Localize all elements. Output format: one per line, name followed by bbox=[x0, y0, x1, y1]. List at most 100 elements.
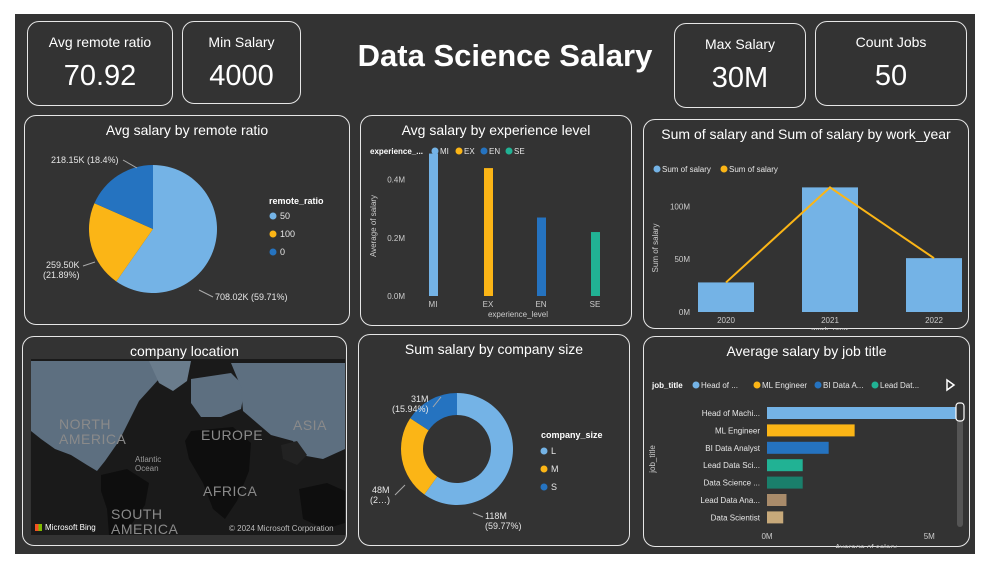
map-label-south-america: SOUTH AMERICA bbox=[111, 506, 179, 536]
legend-label: Head of ... bbox=[701, 381, 738, 390]
kpi-label: Count Jobs bbox=[855, 34, 927, 50]
y-tick-label: Data Scientist bbox=[711, 513, 761, 522]
legend-marker bbox=[269, 212, 277, 220]
legend-label: EX bbox=[464, 147, 475, 156]
donut-slice bbox=[410, 393, 457, 431]
bar bbox=[591, 232, 600, 296]
bar bbox=[767, 424, 855, 437]
y-axis-title: Sum of salary bbox=[651, 224, 660, 273]
leader-line bbox=[122, 159, 138, 169]
job-title-bar-chart[interactable]: job_title Head of ... ML Engineer BI Data A… bbox=[644, 337, 971, 548]
legend-marker bbox=[455, 147, 463, 155]
map-label-ocean: Atlantic Ocean bbox=[135, 455, 162, 473]
map-copyright: © 2024 Microsoft Corporation bbox=[229, 524, 334, 533]
y-tick-label: 0M bbox=[679, 308, 690, 317]
map-canvas[interactable]: NORTH AMERICA EUROPE ASIA AFRICA SOUTH A… bbox=[31, 359, 345, 535]
work-year-combo-card[interactable]: Sum of salary and Sum of salary by work_… bbox=[643, 119, 970, 330]
company-location-map-card[interactable]: company location NORTH AMERICA EUROPE AS… bbox=[22, 336, 347, 546]
experience-level-bar-card[interactable]: Avg salary by experience level experienc… bbox=[360, 115, 632, 326]
kpi-value: 70.92 bbox=[63, 60, 137, 92]
x-axis-title: work_year bbox=[811, 326, 849, 330]
map-label-north-america: NORTH AMERICA bbox=[59, 416, 127, 447]
windows-logo-icon bbox=[35, 524, 42, 531]
chart-title: company location bbox=[130, 343, 239, 359]
bar bbox=[906, 258, 962, 312]
north-america-landmass bbox=[31, 361, 159, 471]
kpi-avg-remote-ratio-card: Avg remote ratio 70.92 bbox=[27, 21, 173, 106]
bar bbox=[767, 494, 787, 506]
data-label: (59.77%) bbox=[485, 521, 522, 531]
legend-label: Sum of salary bbox=[729, 165, 778, 174]
legend-title: job_title bbox=[651, 381, 683, 390]
x-tick-label: 5M bbox=[924, 532, 935, 541]
legend-marker bbox=[540, 483, 548, 491]
kpi-value: 4000 bbox=[209, 60, 274, 92]
series-line bbox=[725, 186, 935, 284]
company-size-donut-card[interactable]: Sum salary by company size 118M (59.77%) 4… bbox=[358, 334, 630, 546]
world-map-shapes bbox=[31, 361, 345, 535]
legend-marker bbox=[540, 447, 548, 455]
data-label: 31M bbox=[411, 394, 429, 404]
experience-level-bar-chart[interactable]: experience_... MI EX EN SE 0.0M 0.2M 0.4M Averag… bbox=[361, 116, 633, 327]
bar bbox=[429, 153, 438, 296]
chart-title: Sum salary by company size bbox=[404, 341, 584, 357]
africa-landmass bbox=[185, 427, 251, 519]
legend-label: Lead Dat... bbox=[880, 381, 919, 390]
legend-title: remote_ratio bbox=[269, 196, 324, 206]
y-axis-title: Average of salary bbox=[369, 195, 378, 257]
bar bbox=[484, 168, 493, 296]
job-title-bar-card[interactable]: Average salary by job title job_title Hea… bbox=[643, 336, 971, 548]
data-label: 259.50K bbox=[46, 260, 80, 270]
bar bbox=[802, 187, 858, 312]
scrollbar-track bbox=[957, 405, 963, 527]
legend-marker bbox=[505, 147, 513, 155]
donut-slice bbox=[424, 393, 513, 505]
asia-landmass bbox=[231, 363, 345, 459]
x-tick-label: EN bbox=[535, 300, 546, 309]
australia-landmass bbox=[299, 483, 345, 529]
pie-slice bbox=[116, 165, 218, 293]
y-tick-label: 100M bbox=[670, 202, 690, 211]
chart-title: Avg salary by experience level bbox=[401, 122, 591, 138]
chart-title: Sum of salary and Sum of salary by work_… bbox=[661, 126, 951, 142]
kpi-count-jobs-card: Count Jobs 50 bbox=[815, 21, 967, 106]
map-label-asia: ASIA bbox=[293, 417, 327, 433]
y-tick-label: Data Science ... bbox=[704, 479, 760, 488]
bar bbox=[767, 476, 803, 489]
data-label: 118M bbox=[485, 511, 507, 521]
bing-label: Microsoft Bing bbox=[45, 523, 96, 532]
legend-label: L bbox=[551, 446, 556, 456]
remote-ratio-pie-card[interactable]: Avg salary by remote ratio 708.02K (59.7… bbox=[24, 115, 350, 325]
bing-logo: Microsoft Bing bbox=[35, 523, 96, 532]
x-axis-title: Average of salary bbox=[835, 543, 897, 548]
kpi-max-salary-card: Max Salary 30M bbox=[674, 23, 806, 108]
legend-marker bbox=[814, 381, 822, 389]
y-tick-label: 0.4M bbox=[387, 176, 405, 185]
kpi-min-salary-card: Min Salary 4000 bbox=[182, 21, 301, 104]
kpi-value: 50 bbox=[874, 60, 908, 92]
legend-marker bbox=[480, 147, 488, 155]
work-year-combo-chart[interactable]: Sum of salary Sum of salary 0M 50M 100M Sum o… bbox=[644, 120, 970, 330]
y-tick-label: 0.2M bbox=[387, 234, 405, 243]
x-tick-label: EX bbox=[483, 300, 494, 309]
y-tick-label: 0.0M bbox=[387, 292, 405, 301]
legend-label: ML Engineer bbox=[762, 381, 807, 390]
company-size-donut-chart[interactable]: 118M(59.77%) 48M(2…) 31M(15.94%) company_si… bbox=[359, 335, 631, 547]
legend-marker bbox=[753, 381, 761, 389]
leader-line bbox=[82, 261, 96, 267]
y-tick-label: 50M bbox=[674, 255, 690, 264]
legend-title: experience_... bbox=[370, 147, 423, 156]
chart-title: Average salary by job title bbox=[726, 343, 887, 359]
donut-slice bbox=[401, 418, 438, 495]
remote-ratio-pie-chart[interactable]: 708.02K (59.71%) 259.50K(21.89%) 218.15K (… bbox=[25, 116, 351, 326]
greenland-landmass bbox=[149, 361, 191, 391]
data-label: 708.02K (59.71%) bbox=[215, 292, 288, 302]
legend-label: EN bbox=[489, 147, 500, 156]
bar bbox=[767, 459, 803, 472]
dashboard-title: Data Science Salary bbox=[357, 38, 653, 73]
legend-label: Sum of salary bbox=[662, 165, 711, 174]
legend-marker bbox=[431, 147, 439, 155]
leader-line bbox=[432, 396, 442, 408]
y-axis-title: job_title bbox=[648, 445, 657, 474]
kpi-value: 30M bbox=[711, 62, 769, 94]
